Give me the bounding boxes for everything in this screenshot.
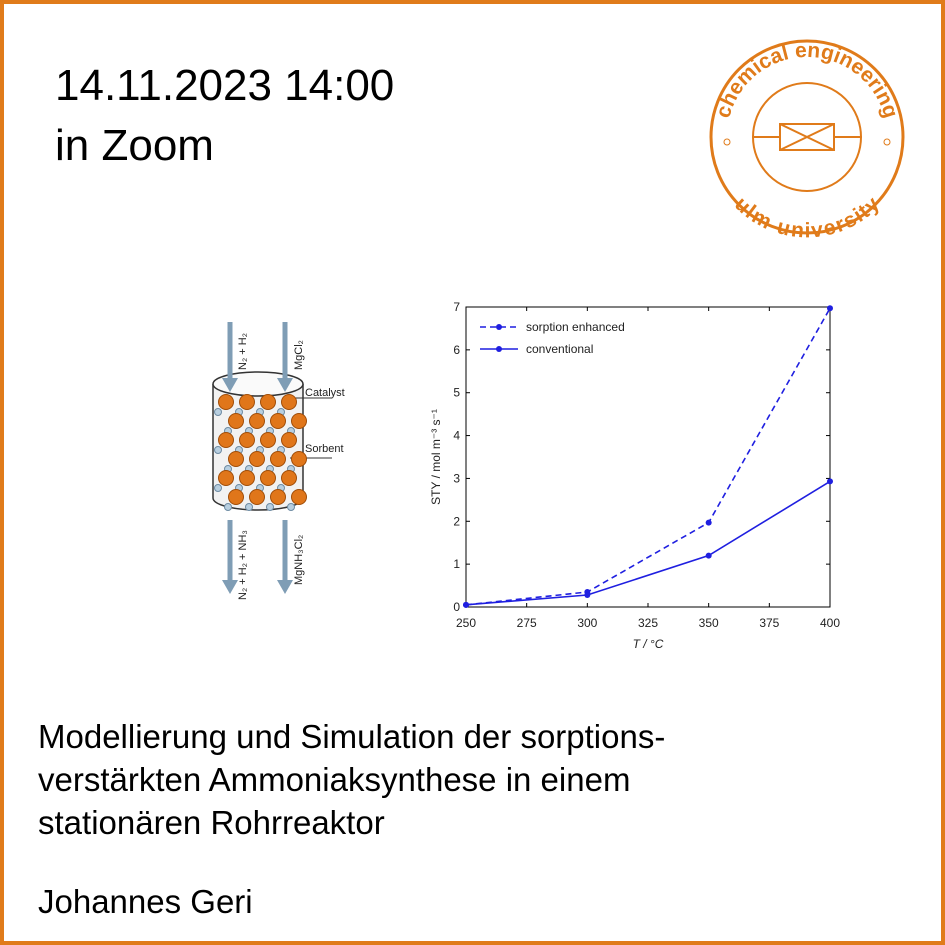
talk-title: stationären Rohrreaktor bbox=[38, 804, 385, 841]
sorbent-particle bbox=[287, 503, 295, 511]
y-tick-label: 2 bbox=[453, 514, 460, 528]
y-tick-label: 7 bbox=[453, 300, 460, 314]
point bbox=[705, 552, 712, 559]
catalyst-particle bbox=[270, 451, 286, 467]
legend-swatch bbox=[496, 324, 502, 330]
sorbent-particle bbox=[214, 408, 222, 416]
catalyst-particle bbox=[260, 432, 276, 448]
point bbox=[827, 305, 833, 312]
logo-dot bbox=[723, 138, 731, 146]
point bbox=[584, 592, 591, 598]
catalyst-particle bbox=[249, 413, 265, 429]
y-axis-label: STY / mol m⁻³ s⁻¹ bbox=[429, 409, 443, 505]
catalyst-particle bbox=[228, 489, 244, 505]
catalyst-particle bbox=[281, 394, 297, 410]
label: N₂ + H₂ + NH₃ bbox=[237, 530, 249, 600]
author: Johannes Geri bbox=[38, 883, 253, 920]
catalyst-particle bbox=[228, 451, 244, 467]
catalyst-particle bbox=[260, 394, 276, 410]
x-tick-label: 275 bbox=[517, 616, 537, 630]
catalyst-particle bbox=[239, 394, 255, 410]
label: Catalyst bbox=[305, 387, 345, 399]
catalyst-particle bbox=[291, 451, 307, 467]
label: MgNH₃Cl₂ bbox=[293, 535, 305, 585]
label: N₂ + H₂ bbox=[237, 333, 249, 370]
x-tick-label: 325 bbox=[638, 616, 658, 630]
catalyst-particle bbox=[281, 432, 297, 448]
legend-label: conventional bbox=[526, 342, 593, 356]
talk-title: verstärkten Ammoniaksynthese in einem bbox=[38, 761, 630, 798]
x-tick-label: 250 bbox=[456, 616, 476, 630]
catalyst-particle bbox=[218, 470, 234, 486]
point bbox=[705, 519, 712, 526]
catalyst-particle bbox=[260, 470, 276, 486]
sorbent-particle bbox=[266, 503, 274, 511]
y-tick-label: 1 bbox=[453, 557, 460, 571]
x-tick-label: 300 bbox=[577, 616, 597, 630]
y-tick-label: 0 bbox=[453, 600, 460, 614]
series-line bbox=[465, 307, 831, 606]
catalyst-particle bbox=[239, 470, 255, 486]
catalyst-particle bbox=[218, 394, 234, 410]
series-line bbox=[465, 480, 831, 606]
logo-lines bbox=[752, 123, 862, 151]
legend-swatch bbox=[496, 346, 502, 352]
logo-dot bbox=[883, 138, 891, 146]
legend-label: sorption enhanced bbox=[526, 320, 625, 334]
label: MgCl₂ bbox=[293, 340, 305, 370]
sorbent-particle bbox=[214, 484, 222, 492]
catalyst-particle bbox=[249, 489, 265, 505]
chart: 250 275 300 325 350 375 400 0 1 2 3 4 5 6 7 T / °C STY /… bbox=[429, 300, 840, 651]
catalyst-particle bbox=[270, 413, 286, 429]
y-tick-label: 4 bbox=[453, 429, 460, 443]
catalyst-particle bbox=[291, 489, 307, 505]
y-tick-label: 3 bbox=[453, 471, 460, 485]
y-tick-label: 5 bbox=[453, 386, 460, 400]
reactor-diagram: Catalyst Sorbent N₂ + H₂ MgCl₂ N₂ + H₂ +… bbox=[212, 322, 345, 600]
date: 14.11.2023 14:00 bbox=[55, 61, 394, 110]
talk-title: Modellierung und Simulation der sorption… bbox=[38, 718, 665, 755]
catalyst-particle bbox=[270, 489, 286, 505]
catalyst-particle bbox=[228, 413, 244, 429]
sorbent-particle bbox=[214, 446, 222, 454]
y-tick-label: 6 bbox=[453, 343, 460, 357]
location: in Zoom bbox=[55, 121, 214, 170]
catalyst-particle bbox=[218, 432, 234, 448]
x-tick-label: 350 bbox=[699, 616, 719, 630]
catalyst-particle bbox=[239, 432, 255, 448]
point bbox=[827, 478, 833, 485]
x-tick-label: 400 bbox=[820, 616, 840, 630]
sorbent-particle bbox=[245, 503, 253, 511]
catalyst-particle bbox=[249, 451, 265, 467]
catalyst-particle bbox=[291, 413, 307, 429]
arrow-shaft bbox=[227, 322, 288, 585]
logo-ring bbox=[709, 39, 905, 235]
x-axis-label: T / °C bbox=[633, 637, 664, 651]
catalyst-particle bbox=[281, 470, 297, 486]
label: Sorbent bbox=[305, 443, 344, 455]
x-tick-label: 375 bbox=[759, 616, 779, 630]
sorbent-particle bbox=[224, 503, 232, 511]
point bbox=[463, 601, 469, 608]
